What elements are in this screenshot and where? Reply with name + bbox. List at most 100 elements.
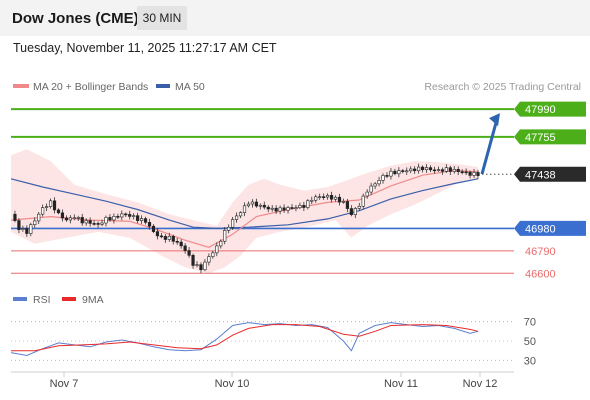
- candle-body: [112, 215, 116, 221]
- forecast-arrow-shaft: [480, 118, 499, 175]
- candle-body: [100, 222, 104, 225]
- ma50-legend-swatch: [156, 84, 170, 88]
- candle-body: [329, 195, 334, 200]
- candle-body: [84, 220, 88, 224]
- candle-body: [37, 213, 41, 222]
- candle-body: [29, 224, 33, 234]
- level-label-47755: 47755: [525, 132, 556, 144]
- candle-body: [246, 203, 251, 207]
- forecast-arrow-head: [489, 113, 500, 127]
- candle-body: [33, 220, 37, 225]
- candle-body: [60, 212, 65, 219]
- candle-body: [211, 252, 215, 257]
- candle-body: [337, 196, 342, 203]
- candle-body: [405, 170, 409, 173]
- candle-body: [155, 231, 160, 237]
- candle-body: [258, 204, 262, 207]
- timeframe-badge[interactable]: 30 MIN: [137, 6, 187, 30]
- rsi-series-rsi: [10, 322, 479, 357]
- candle-body: [349, 208, 353, 215]
- candle-body: [286, 207, 290, 211]
- candles: [13, 163, 480, 274]
- candle-body: [460, 171, 464, 173]
- price-levels: [11, 108, 514, 274]
- research-credit: Research © 2025 Trading Central: [424, 81, 581, 93]
- candle-body: [88, 220, 92, 224]
- level-label-46600: 46600: [525, 268, 556, 280]
- candle-body: [179, 241, 183, 247]
- candle-body: [361, 195, 365, 207]
- candle-body: [436, 169, 441, 171]
- candle-body: [365, 191, 369, 197]
- candle-body: [203, 261, 207, 271]
- rsi-ma-legend-swatch: [62, 297, 76, 301]
- candle-body: [393, 170, 397, 175]
- candle-body: [96, 223, 100, 225]
- candle-body: [199, 264, 203, 271]
- candle-body: [25, 228, 29, 234]
- rsi-tick-30: 30: [524, 355, 536, 367]
- timestamp: Tuesday, November 11, 2025 11:27:17 AM C…: [13, 41, 277, 55]
- candle-body: [242, 205, 247, 213]
- candle-body: [401, 170, 405, 172]
- candle-body: [21, 228, 25, 230]
- candle-body: [72, 217, 76, 220]
- candle-body: [476, 172, 480, 176]
- candle-body: [318, 196, 322, 198]
- candle-body: [302, 205, 306, 208]
- candle-body: [278, 207, 282, 212]
- x-axis: Nov 7 Nov 10 Nov 11 Nov 12: [50, 372, 498, 390]
- candle-body: [294, 207, 298, 210]
- candle-body: [357, 205, 361, 209]
- candle-body: [175, 241, 179, 243]
- candle-body: [428, 167, 433, 171]
- candle-body: [92, 223, 96, 225]
- rsi-panel: 70 50 30: [10, 317, 536, 367]
- candle-body: [17, 220, 21, 230]
- candle-body: [215, 245, 219, 254]
- level-label-47438: 47438: [525, 169, 556, 181]
- candle-body: [254, 201, 258, 207]
- level-tag-47755: [514, 129, 586, 145]
- x-tick-label: Nov 7: [50, 378, 79, 390]
- candle-body: [270, 207, 274, 210]
- candle-body: [195, 264, 199, 266]
- candle-body: [464, 171, 468, 174]
- candle-body: [128, 214, 132, 217]
- candle-body: [306, 200, 310, 208]
- candle-body: [452, 169, 456, 172]
- x-tick-label: Nov 12: [463, 378, 498, 390]
- x-tick-label: Nov 10: [215, 378, 250, 390]
- candle-body: [171, 236, 175, 242]
- rsi-series-9ma: [11, 324, 479, 352]
- level-tag-46980: [514, 220, 586, 236]
- header-bar: [0, 0, 590, 36]
- level-tag-47438: [514, 166, 586, 182]
- rsi-tick-50: 50: [524, 336, 536, 348]
- candle-body: [140, 218, 144, 221]
- candle-body: [373, 183, 377, 187]
- candle-body: [207, 256, 211, 263]
- candle-body: [262, 204, 266, 208]
- candle-body: [227, 226, 231, 231]
- candle-body: [369, 185, 373, 193]
- candle-body: [183, 245, 187, 251]
- level-label-46980: 46980: [525, 223, 556, 235]
- ma20-legend-swatch: [13, 84, 29, 88]
- chart-title: Dow Jones (CME): [12, 10, 139, 27]
- candle-body: [420, 166, 425, 170]
- candle-body: [448, 167, 452, 172]
- rsi-legend-swatch: [13, 297, 27, 301]
- candle-body: [143, 218, 148, 223]
- candle-body: [13, 213, 17, 221]
- candle-body: [234, 215, 239, 220]
- candle-body: [472, 172, 476, 176]
- rsi-tick-70: 70: [524, 317, 536, 329]
- candle-body: [345, 201, 349, 209]
- forecast-arrow: [480, 113, 500, 175]
- candle-body: [444, 167, 448, 172]
- candle-body: [76, 217, 80, 219]
- ma50-legend-label: MA 50: [175, 81, 205, 93]
- candle-body: [322, 196, 326, 198]
- candle-body: [187, 250, 191, 256]
